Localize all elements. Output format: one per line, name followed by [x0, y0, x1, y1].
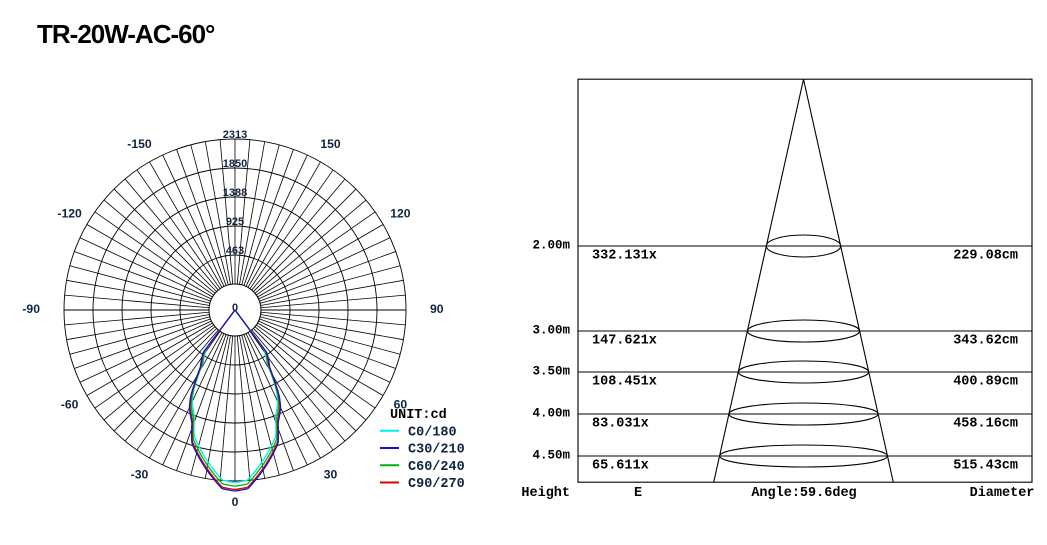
svg-text:UNIT:cd: UNIT:cd: [390, 408, 447, 423]
svg-text:400.89cm: 400.89cm: [953, 374, 1018, 389]
svg-text:-120: -120: [57, 207, 82, 221]
svg-text:C90/270: C90/270: [408, 477, 465, 492]
svg-text:463: 463: [226, 245, 244, 257]
svg-text:Height: Height: [521, 486, 570, 501]
svg-text:Angle:59.6deg: Angle:59.6deg: [751, 486, 856, 501]
svg-text:150: 150: [320, 137, 341, 151]
svg-text:90: 90: [430, 302, 444, 316]
svg-text:83.031x: 83.031x: [592, 416, 649, 431]
svg-text:343.62cm: 343.62cm: [953, 333, 1018, 348]
svg-text:925: 925: [226, 216, 244, 228]
svg-text:1388: 1388: [223, 187, 247, 199]
svg-text:515.43cm: 515.43cm: [953, 458, 1018, 473]
svg-text:3.00m: 3.00m: [532, 323, 570, 337]
svg-text:Diameter: Diameter: [970, 486, 1035, 501]
svg-text:4.00m: 4.00m: [532, 406, 570, 420]
svg-text:65.611x: 65.611x: [592, 458, 649, 473]
svg-text:120: 120: [390, 207, 411, 221]
svg-text:1850: 1850: [223, 158, 247, 170]
svg-text:-90: -90: [22, 302, 40, 316]
svg-text:E: E: [634, 486, 642, 501]
svg-text:C30/210: C30/210: [408, 443, 465, 458]
svg-text:2.00m: 2.00m: [532, 238, 570, 252]
svg-text:332.131x: 332.131x: [592, 248, 657, 263]
svg-text:0: 0: [232, 495, 239, 509]
svg-text:-30: -30: [131, 468, 149, 482]
svg-text:-150: -150: [127, 137, 152, 151]
svg-text:458.16cm: 458.16cm: [953, 416, 1018, 431]
svg-text:3.50m: 3.50m: [532, 364, 570, 378]
svg-text:2313: 2313: [223, 129, 247, 141]
svg-text:C60/240: C60/240: [408, 460, 465, 475]
svg-text:108.451x: 108.451x: [592, 374, 657, 389]
svg-text:C0/180: C0/180: [408, 425, 457, 440]
svg-text:30: 30: [324, 468, 338, 482]
svg-text:4.50m: 4.50m: [532, 448, 570, 462]
svg-text:-60: -60: [61, 398, 79, 412]
svg-text:229.08cm: 229.08cm: [953, 248, 1018, 263]
svg-text:147.621x: 147.621x: [592, 333, 657, 348]
